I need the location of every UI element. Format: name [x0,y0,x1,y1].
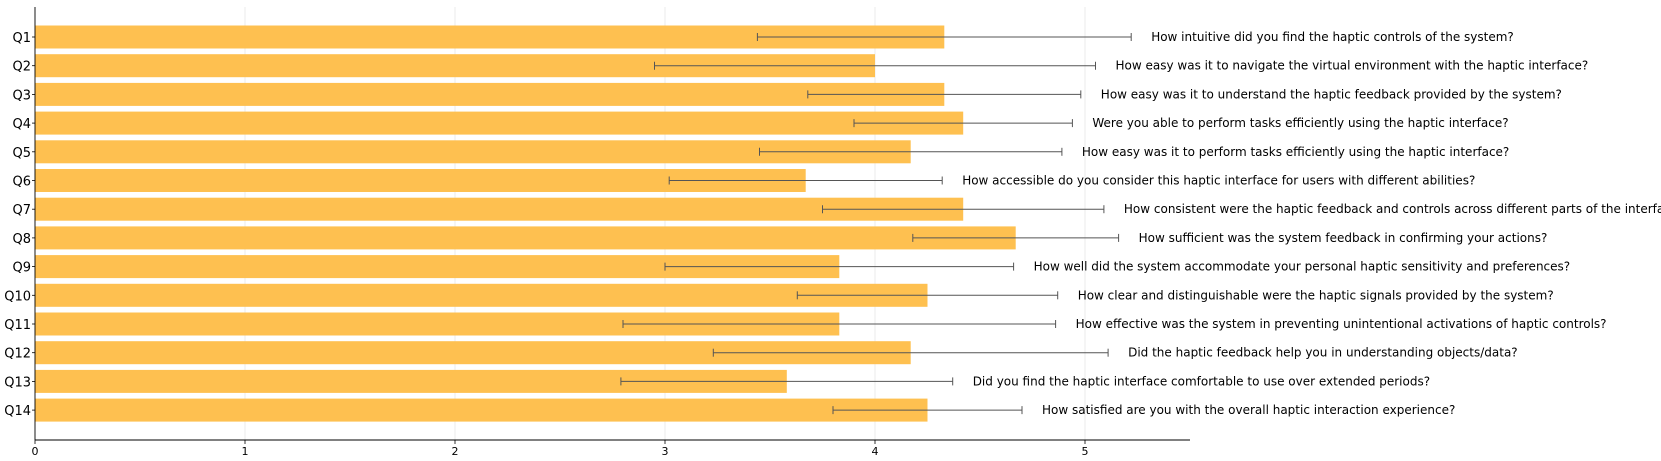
x-tick-label-4: 4 [872,445,879,458]
category-label-q7: Q7 [12,203,31,218]
question-text-q7: How consistent were the haptic feedback … [1124,202,1661,216]
question-text-q12: Did the haptic feedback help you in unde… [1128,346,1518,360]
bar-q1 [35,25,945,49]
question-text-q13: Did you find the haptic interface comfor… [973,374,1430,388]
x-tick-label-2: 2 [452,445,459,458]
question-text-q4: Were you able to perform tasks efficient… [1092,116,1508,130]
bar-q2 [35,54,875,78]
question-text-q5: How easy was it to perform tasks efficie… [1082,145,1509,159]
bar-q11 [35,312,840,336]
bar-q13 [35,369,787,393]
question-text-q2: How easy was it to navigate the virtual … [1116,59,1589,73]
category-label-q11: Q11 [4,318,31,333]
question-text-q9: How well did the system accommodate your… [1034,260,1571,274]
bars [35,25,1016,422]
question-text-q3: How easy was it to understand the haptic… [1101,87,1562,101]
bar-q4 [35,111,964,135]
category-label-q12: Q12 [4,347,31,362]
category-label-q1: Q1 [12,31,31,46]
category-label-q2: Q2 [12,60,31,75]
axes: 0 1 2 3 4 5 [32,7,1190,458]
bar-q14 [35,398,928,422]
question-text-q14: How satisfied are you with the overall h… [1042,403,1455,417]
error-bars [620,33,1132,415]
category-label-q13: Q13 [4,375,31,390]
bar-q9 [35,255,840,279]
question-text-q8: How sufficient was the system feedback i… [1139,231,1548,245]
question-text-q10: How clear and distinguishable were the h… [1078,288,1554,302]
bar-q10 [35,283,928,307]
question-text-q6: How accessible do you consider this hapt… [962,174,1475,188]
bar-q6 [35,169,806,192]
category-label-q4: Q4 [12,117,31,132]
bar-q12 [35,341,911,365]
bar-q7 [35,197,964,221]
bar-q3 [35,82,945,106]
category-label-q14: Q14 [4,404,31,419]
question-text-q11: How effective was the system in preventi… [1076,317,1607,331]
question-text-q1: How intuitive did you find the haptic co… [1151,30,1514,44]
bar-q5 [35,140,911,164]
category-label-q10: Q10 [4,289,31,304]
category-label-q8: Q8 [12,232,31,247]
x-tick-label-0: 0 [32,445,39,458]
category-label-q3: Q3 [12,88,31,103]
category-label-q9: Q9 [12,261,31,276]
bar-q8 [35,226,1016,250]
labels: Q1 How intuitive did you find the haptic … [4,30,1661,419]
x-tick-label-5: 5 [1082,445,1089,458]
x-tick-label-1: 1 [242,445,249,458]
x-tick-label-3: 3 [662,445,669,458]
category-label-q6: Q6 [12,175,31,190]
category-label-q5: Q5 [12,146,31,161]
